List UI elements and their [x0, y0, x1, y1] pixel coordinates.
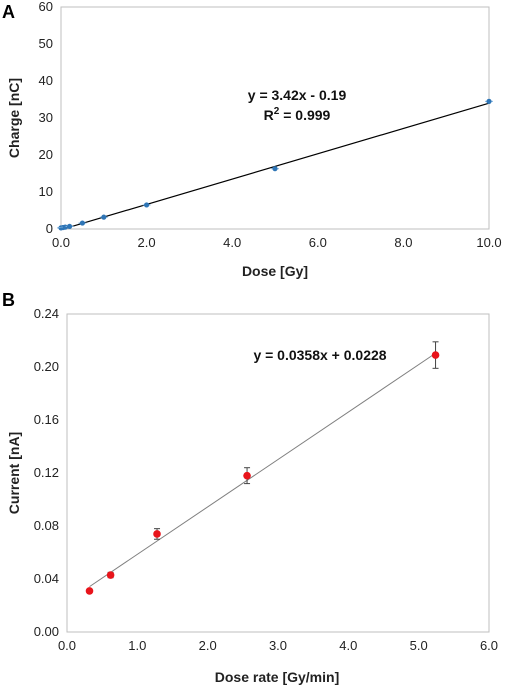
data-point	[153, 530, 161, 538]
y-tick-label: 0.16	[34, 412, 59, 427]
y-tick-label: 30	[39, 110, 53, 125]
x-tick-label: 0.0	[58, 638, 76, 653]
plot-area-b	[66, 313, 490, 633]
x-tick-label: 2.0	[199, 638, 217, 653]
x-tick-label: 10.0	[476, 235, 501, 250]
data-points-b	[85, 341, 440, 595]
data-points-a	[57, 98, 493, 231]
equation-a: y = 3.42x - 0.19	[248, 87, 347, 103]
x-axis-label-b: Dose rate [Gy/min]	[215, 669, 339, 685]
x-tick-label: 3.0	[269, 638, 287, 653]
y-tick-label: 50	[39, 36, 53, 51]
x-tick-label: 4.0	[339, 638, 357, 653]
y-tick-label: 0.00	[34, 624, 59, 639]
y-tick-label: 0.08	[34, 518, 59, 533]
fit-line-b	[89, 352, 436, 588]
chart-panel-a: A 0.0 2.0 4.0 6.0 8.0 10.0 0 10 20 30 40 50 60 y = 3…	[2, 0, 502, 279]
panel-label-b: B	[2, 290, 15, 310]
y-tick-label: 10	[39, 184, 53, 199]
x-tick-label: 4.0	[223, 235, 241, 250]
y-tick-label: 0.24	[34, 306, 59, 321]
data-point	[486, 98, 492, 104]
data-point	[85, 587, 94, 595]
x-tick-label: 8.0	[394, 235, 412, 250]
y-tick-label: 20	[39, 147, 53, 162]
data-point	[431, 351, 440, 359]
data-point	[272, 166, 278, 172]
x-tick-label: 1.0	[128, 638, 146, 653]
data-point	[79, 220, 85, 226]
tick-labels-b: 0.0 1.0 2.0 3.0 4.0 5.0 6.0 0.00 0.04 0.08 0.12 0.1…	[34, 306, 498, 653]
y-tick-label: 0.12	[34, 465, 59, 480]
x-tick-label: 6.0	[480, 638, 498, 653]
equation-b: y = 0.0358x + 0.0228	[253, 347, 386, 363]
x-axis-label-a: Dose [Gy]	[242, 263, 308, 279]
panel-label-a: A	[2, 2, 15, 22]
r-squared-a-sup: 2	[274, 106, 280, 117]
data-point	[243, 471, 251, 480]
y-tick-label: 0	[46, 221, 53, 236]
tick-labels-a: 0.0 2.0 4.0 6.0 8.0 10.0 0 10 20 30 40 50 60	[39, 0, 502, 250]
r-squared-a-suffix: = 0.999	[279, 107, 330, 123]
data-point	[66, 223, 73, 230]
y-axis-label-a: Charge [nC]	[6, 78, 22, 158]
x-tick-label: 5.0	[410, 638, 428, 653]
fit-line-a	[63, 102, 490, 230]
x-tick-label: 6.0	[309, 235, 327, 250]
data-point	[106, 571, 115, 579]
r-squared-a: R2 = 0.999	[264, 106, 331, 123]
data-point	[144, 202, 150, 208]
y-tick-label: 60	[39, 0, 53, 14]
y-tick-label: 0.04	[34, 571, 59, 586]
chart-panel-b: B 0.0 1.0 2.0 3.0 4.0 5.0 6.00.000.040.080.120…	[2, 290, 498, 685]
x-tick-label: 0.0	[52, 235, 70, 250]
data-point	[101, 214, 107, 220]
data-point	[62, 224, 68, 230]
r-squared-a-prefix: R	[264, 107, 274, 123]
y-axis-label-b: Current [nA]	[6, 432, 22, 514]
plot-area-a	[60, 6, 490, 230]
y-tick-label: 40	[39, 73, 53, 88]
y-tick-label: 0.20	[34, 359, 59, 374]
x-tick-label: 2.0	[138, 235, 156, 250]
